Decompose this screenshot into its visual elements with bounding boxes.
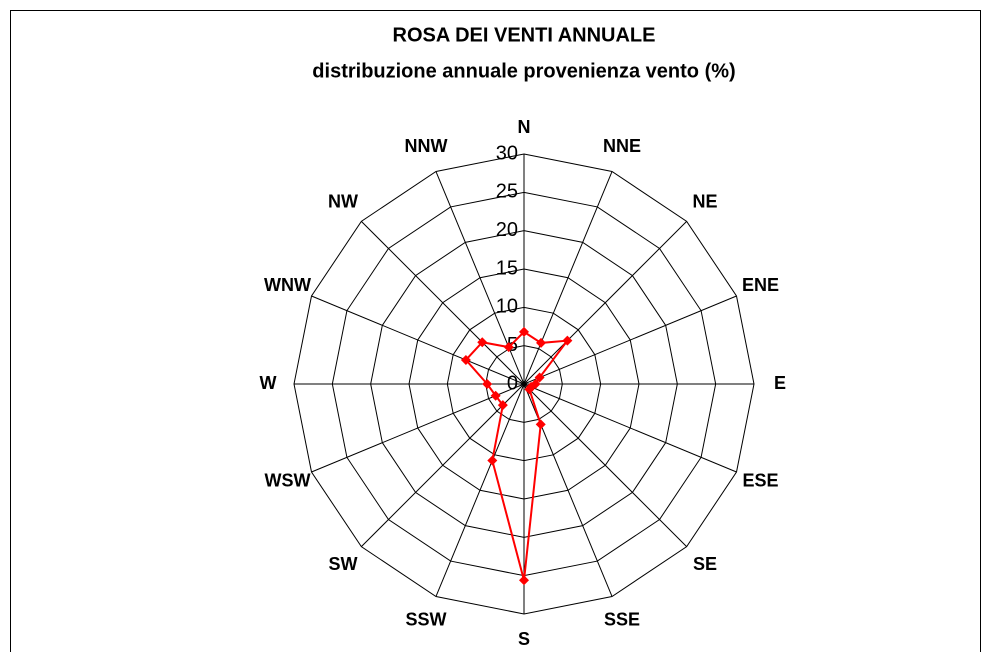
category-label: ENE xyxy=(742,275,779,295)
category-label: W xyxy=(260,373,277,393)
r-tick-label: 10 xyxy=(496,296,518,318)
r-tick-label: 15 xyxy=(496,257,518,279)
r-tick-label: 20 xyxy=(496,219,518,241)
spoke xyxy=(361,221,525,385)
spoke xyxy=(311,383,525,473)
spoke xyxy=(523,295,737,385)
data-marker xyxy=(503,342,514,353)
r-tick-label: 5 xyxy=(507,334,518,356)
category-label: SSW xyxy=(406,609,447,629)
data-marker xyxy=(535,419,546,430)
category-label: S xyxy=(518,629,530,649)
data-marker xyxy=(482,379,493,389)
data-marker xyxy=(477,337,488,348)
data-marker xyxy=(519,575,529,586)
spoke xyxy=(523,171,613,385)
data-marker xyxy=(524,384,535,395)
category-label: NNW xyxy=(405,136,448,156)
category-label: NE xyxy=(693,192,718,212)
spoke xyxy=(523,383,737,473)
data-marker xyxy=(460,354,471,365)
r-tick-label: 25 xyxy=(496,181,518,203)
r-tick-label: 0 xyxy=(507,372,518,394)
spoke xyxy=(361,383,525,547)
data-marker xyxy=(562,335,573,346)
category-label: WNW xyxy=(264,275,311,295)
data-marker xyxy=(536,337,547,348)
chart-title: ROSA DEI VENTI ANNUALE xyxy=(393,24,656,46)
series-line xyxy=(464,330,570,581)
chart-frame xyxy=(10,10,981,652)
category-label: N xyxy=(518,117,531,137)
data-marker xyxy=(490,390,501,401)
data-marker xyxy=(519,326,529,337)
spoke xyxy=(311,295,525,385)
data-marker xyxy=(487,455,498,466)
category-label: WSW xyxy=(264,471,310,491)
r-tick-label: 30 xyxy=(496,142,518,164)
category-label: NNE xyxy=(603,136,641,156)
category-label: SE xyxy=(693,554,717,574)
data-marker xyxy=(497,400,508,411)
category-label: SW xyxy=(328,554,357,574)
category-label: ESE xyxy=(742,471,778,491)
category-label: E xyxy=(774,373,786,393)
category-label: NW xyxy=(328,192,358,212)
spoke xyxy=(523,383,687,547)
data-marker xyxy=(534,372,545,383)
spoke xyxy=(435,383,525,597)
category-label: SSE xyxy=(604,609,640,629)
chart-subtitle: distribuzione annuale provenienza vento … xyxy=(312,60,735,82)
spoke xyxy=(523,221,687,385)
